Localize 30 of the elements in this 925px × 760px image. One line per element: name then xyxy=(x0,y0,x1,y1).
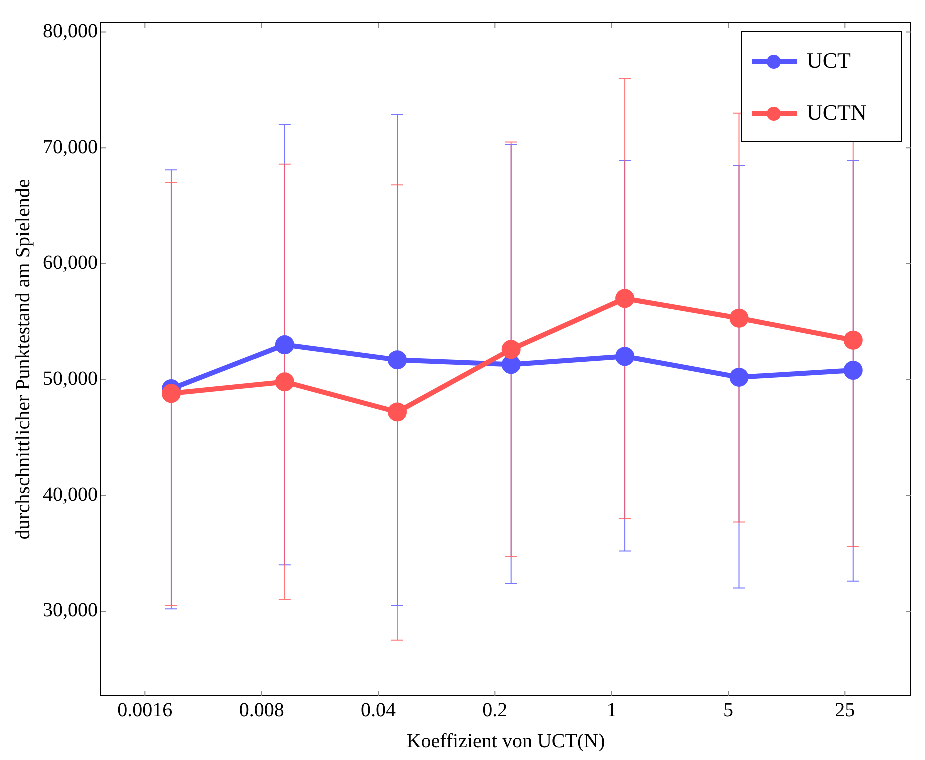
point xyxy=(730,308,749,328)
x-tick-label: 0.008 xyxy=(239,699,284,722)
point xyxy=(730,368,749,387)
point xyxy=(502,340,521,360)
y-axis-title: durchschnittlicher Punktestand am Spielende xyxy=(12,179,34,540)
point xyxy=(275,372,294,392)
y-tick-label: 40,000 xyxy=(43,484,98,506)
x-tick-label: 0.2 xyxy=(482,699,508,722)
x-tick-label: 1 xyxy=(606,699,617,722)
y-tick-label: 60,000 xyxy=(43,252,98,274)
x-tick-label: 25 xyxy=(835,699,856,722)
y-tick-label: 70,000 xyxy=(43,136,98,158)
point xyxy=(616,347,635,366)
x-axis-title: Koeffizient von UCT(N) xyxy=(406,730,606,752)
point xyxy=(616,289,635,308)
y-tick-label: 80,000 xyxy=(43,20,98,43)
point xyxy=(388,350,408,370)
x-tick-label: 0.04 xyxy=(360,699,396,722)
x-tick-label: 0.0016 xyxy=(118,699,173,722)
y-tick-label: 30,000 xyxy=(43,600,98,622)
point xyxy=(844,330,863,350)
legend-label: UCTN xyxy=(807,100,867,125)
point xyxy=(162,384,181,404)
x-tick-label: 5 xyxy=(723,699,734,722)
y-tick-label: 50,000 xyxy=(43,368,98,390)
point xyxy=(388,402,408,422)
point xyxy=(502,355,521,374)
legend-label: UCT xyxy=(807,48,852,73)
point xyxy=(844,361,863,380)
point xyxy=(275,336,294,355)
